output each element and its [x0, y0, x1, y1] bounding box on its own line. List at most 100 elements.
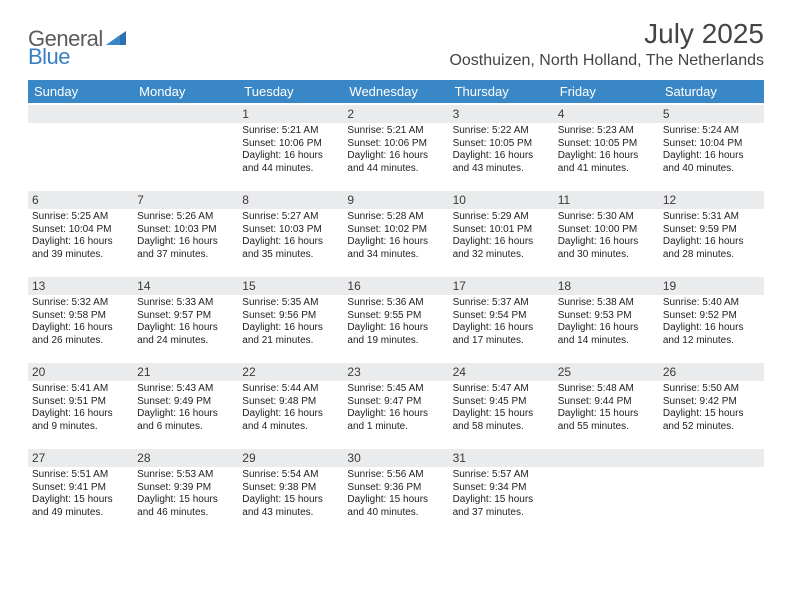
daylight-text: Daylight: 16 hours and 44 minutes.	[242, 150, 339, 175]
sunset-text: Sunset: 9:54 PM	[453, 310, 550, 323]
day-info: Sunrise: 5:53 AMSunset: 9:39 PMDaylight:…	[137, 469, 234, 519]
calendar-cell: 10Sunrise: 5:29 AMSunset: 10:01 PMDaylig…	[449, 189, 554, 275]
day-number: 19	[659, 277, 764, 295]
calendar-cell: 29Sunrise: 5:54 AMSunset: 9:38 PMDayligh…	[238, 447, 343, 533]
weekday-header: Thursday	[449, 80, 554, 103]
day-number: 13	[28, 277, 133, 295]
sunset-text: Sunset: 10:04 PM	[32, 224, 129, 237]
day-number: 25	[554, 363, 659, 381]
day-info: Sunrise: 5:23 AMSunset: 10:05 PMDaylight…	[558, 125, 655, 175]
day-number: 18	[554, 277, 659, 295]
day-number: 14	[133, 277, 238, 295]
day-info: Sunrise: 5:28 AMSunset: 10:02 PMDaylight…	[347, 211, 444, 261]
calendar-cell: 24Sunrise: 5:47 AMSunset: 9:45 PMDayligh…	[449, 361, 554, 447]
calendar-cell: 15 Sunrise: 5:35 AMSunset: 9:56 PMDayligh…	[238, 275, 343, 361]
sunrise-text: Sunrise: 5:25 AM	[32, 211, 129, 224]
day-number: 31	[449, 449, 554, 467]
sunrise-text: Sunrise: 5:31 AM	[663, 211, 760, 224]
day-info: Sunrise: 5:57 AMSunset: 9:34 PMDaylight:…	[453, 469, 550, 519]
day-number: 17	[449, 277, 554, 295]
day-number: 28	[133, 449, 238, 467]
daylight-text: Daylight: 15 hours and 37 minutes.	[453, 494, 550, 519]
logo-line2: Blue	[28, 44, 70, 70]
calendar-page: General July 2025 Oosthuizen, North Holl…	[0, 0, 792, 533]
day-number: 3	[449, 105, 554, 123]
day-number: 8	[238, 191, 343, 209]
day-number	[133, 105, 238, 123]
day-info: Sunrise: 5:22 AMSunset: 10:05 PMDaylight…	[453, 125, 550, 175]
day-info: Sunrise: 5:37 AMSunset: 9:54 PMDaylight:…	[453, 297, 550, 347]
day-info: Sunrise: 5:21 AMSunset: 10:06 PMDaylight…	[242, 125, 339, 175]
daylight-text: Daylight: 16 hours and 17 minutes.	[453, 322, 550, 347]
sunrise-text: Sunrise: 5:22 AM	[453, 125, 550, 138]
day-number: 15	[238, 277, 343, 295]
daylight-text: Daylight: 16 hours and 21 minutes.	[242, 322, 339, 347]
sunrise-text: Sunrise: 5:32 AM	[32, 297, 129, 310]
sunrise-text: Sunrise: 5:45 AM	[347, 383, 444, 396]
day-number: 9	[343, 191, 448, 209]
sunset-text: Sunset: 10:02 PM	[347, 224, 444, 237]
sunset-text: Sunset: 9:45 PM	[453, 396, 550, 409]
weekday-header: Sunday	[28, 80, 133, 103]
sunrise-text: Sunrise: 5:35 AM	[242, 297, 339, 310]
calendar-cell: 11Sunrise: 5:30 AMSunset: 10:00 PMDaylig…	[554, 189, 659, 275]
daylight-text: Daylight: 16 hours and 14 minutes.	[558, 322, 655, 347]
calendar-cell: 4 Sunrise: 5:23 AMSunset: 10:05 PMDayligh…	[554, 103, 659, 189]
sunset-text: Sunset: 9:38 PM	[242, 482, 339, 495]
sunset-text: Sunset: 10:03 PM	[242, 224, 339, 237]
day-number: 26	[659, 363, 764, 381]
day-info: Sunrise: 5:41 AMSunset: 9:51 PMDaylight:…	[32, 383, 129, 433]
sunrise-text: Sunrise: 5:48 AM	[558, 383, 655, 396]
sunrise-text: Sunrise: 5:53 AM	[137, 469, 234, 482]
sunset-text: Sunset: 9:39 PM	[137, 482, 234, 495]
daylight-text: Daylight: 16 hours and 34 minutes.	[347, 236, 444, 261]
sunset-text: Sunset: 9:55 PM	[347, 310, 444, 323]
sunset-text: Sunset: 9:48 PM	[242, 396, 339, 409]
weekday-header: Tuesday	[238, 80, 343, 103]
day-info: Sunrise: 5:43 AMSunset: 9:49 PMDaylight:…	[137, 383, 234, 433]
sunset-text: Sunset: 9:52 PM	[663, 310, 760, 323]
sunset-text: Sunset: 9:49 PM	[137, 396, 234, 409]
sunrise-text: Sunrise: 5:54 AM	[242, 469, 339, 482]
weekday-header-row: Sunday Monday Tuesday Wednesday Thursday…	[28, 80, 764, 103]
daylight-text: Daylight: 16 hours and 30 minutes.	[558, 236, 655, 261]
day-info: Sunrise: 5:32 AMSunset: 9:58 PMDaylight:…	[32, 297, 129, 347]
day-info: Sunrise: 5:27 AMSunset: 10:03 PMDaylight…	[242, 211, 339, 261]
daylight-text: Daylight: 15 hours and 49 minutes.	[32, 494, 129, 519]
day-number: 11	[554, 191, 659, 209]
daylight-text: Daylight: 16 hours and 19 minutes.	[347, 322, 444, 347]
sunrise-text: Sunrise: 5:21 AM	[242, 125, 339, 138]
sunset-text: Sunset: 9:56 PM	[242, 310, 339, 323]
weekday-header: Friday	[554, 80, 659, 103]
sunrise-text: Sunrise: 5:24 AM	[663, 125, 760, 138]
calendar-cell: 2Sunrise: 5:21 AMSunset: 10:06 PMDayligh…	[343, 103, 448, 189]
day-info: Sunrise: 5:26 AMSunset: 10:03 PMDaylight…	[137, 211, 234, 261]
day-info: Sunrise: 5:51 AMSunset: 9:41 PMDaylight:…	[32, 469, 129, 519]
sunrise-text: Sunrise: 5:37 AM	[453, 297, 550, 310]
sunrise-text: Sunrise: 5:51 AM	[32, 469, 129, 482]
day-number: 20	[28, 363, 133, 381]
daylight-text: Daylight: 16 hours and 6 minutes.	[137, 408, 234, 433]
logo-word2: Blue	[28, 44, 70, 69]
day-info: Sunrise: 5:31 AMSunset: 9:59 PMDaylight:…	[663, 211, 760, 261]
daylight-text: Daylight: 16 hours and 4 minutes.	[242, 408, 339, 433]
sunset-text: Sunset: 10:01 PM	[453, 224, 550, 237]
day-number: 1	[238, 105, 343, 123]
weekday-header: Wednesday	[343, 80, 448, 103]
day-number: 12	[659, 191, 764, 209]
day-info: Sunrise: 5:54 AMSunset: 9:38 PMDaylight:…	[242, 469, 339, 519]
day-number: 4	[554, 105, 659, 123]
calendar-cell: 17 Sunrise: 5:37 AMSunset: 9:54 PMDayligh…	[449, 275, 554, 361]
day-info: Sunrise: 5:48 AMSunset: 9:44 PMDaylight:…	[558, 383, 655, 433]
calendar-cell: 18Sunrise: 5:38 AMSunset: 9:53 PMDayligh…	[554, 275, 659, 361]
sunset-text: Sunset: 10:04 PM	[663, 138, 760, 151]
sunset-text: Sunset: 10:05 PM	[453, 138, 550, 151]
header: General July 2025 Oosthuizen, North Holl…	[28, 18, 764, 70]
sunset-text: Sunset: 9:41 PM	[32, 482, 129, 495]
daylight-text: Daylight: 16 hours and 37 minutes.	[137, 236, 234, 261]
daylight-text: Daylight: 16 hours and 44 minutes.	[347, 150, 444, 175]
day-number: 10	[449, 191, 554, 209]
day-info: Sunrise: 5:24 AMSunset: 10:04 PMDaylight…	[663, 125, 760, 175]
sunrise-text: Sunrise: 5:23 AM	[558, 125, 655, 138]
sunset-text: Sunset: 10:00 PM	[558, 224, 655, 237]
